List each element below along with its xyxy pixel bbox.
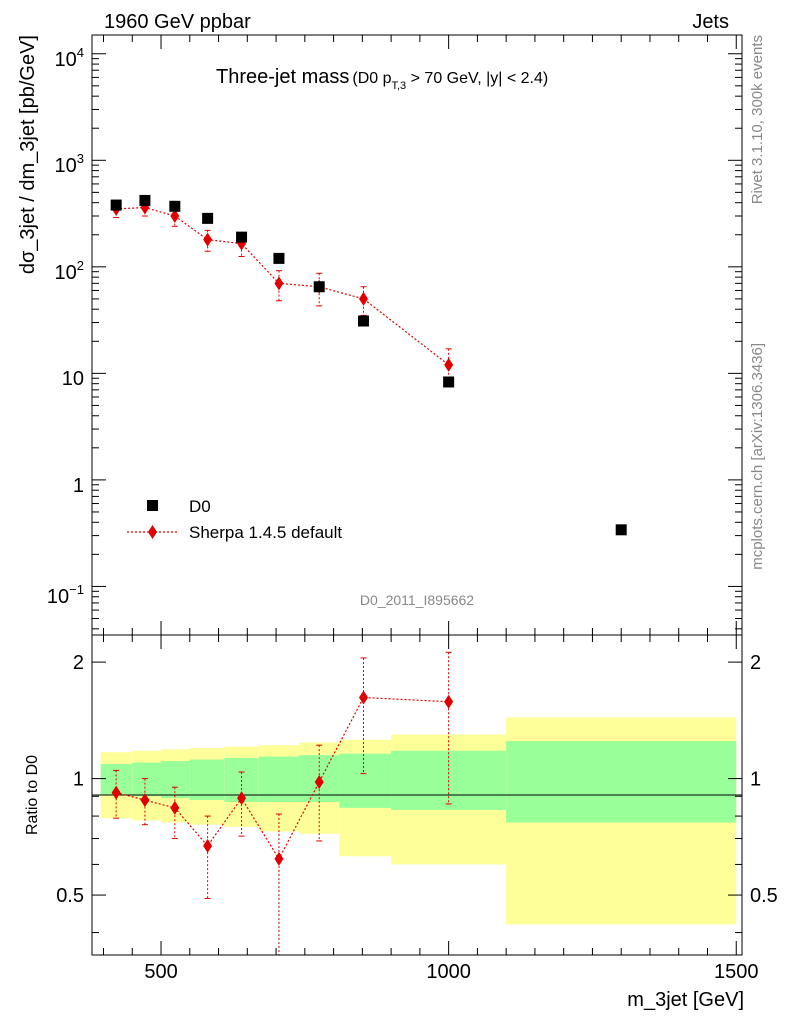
ratio-data-point <box>274 851 284 866</box>
legend: D0 Sherpa 1.4.5 default <box>127 497 342 542</box>
y-tick-label-1e-1: 10−1 <box>47 582 84 608</box>
sherpa-data-point <box>170 208 180 223</box>
ratio-tick-labels: 0.5 0.5 1 1 2 2 500 1000 1500 <box>56 652 778 983</box>
ratio-panel: 0.5 0.5 1 1 2 2 500 1000 1500 Ratio to D0 m_3jet… <box>24 634 778 1011</box>
ratio-y-tick-label-left: 2 <box>73 652 84 674</box>
inner-uncertainty-band <box>132 762 162 797</box>
header-energy: 1960 GeV ppbar <box>104 11 251 33</box>
ratio-data-point <box>444 694 454 709</box>
d0-data-point <box>236 231 248 243</box>
ratio-data-point <box>359 690 369 705</box>
legend-sherpa-label: Sherpa 1.4.5 default <box>189 523 342 542</box>
inner-uncertainty-band <box>506 741 737 823</box>
header-category: Jets <box>692 11 729 33</box>
legend-d0-marker <box>147 500 158 511</box>
y-tick-label-1: 1 <box>73 475 84 497</box>
main-plot-frame <box>91 34 743 636</box>
ratio-data-point <box>203 838 213 853</box>
x-tick-label: 1500 <box>714 961 759 983</box>
plot-title: Three-jet mass (D0 pT,3 > 70 GeV, |y| < 2… <box>216 66 548 92</box>
ratio-data-point <box>237 791 247 806</box>
d0-data-point <box>443 376 455 388</box>
y-tick-label-1e2: 102 <box>55 258 84 284</box>
inner-uncertainty-band <box>258 756 300 802</box>
analysis-id-watermark: D0_2011_I895662 <box>360 592 474 608</box>
d0-data-point <box>358 315 370 327</box>
main-y-tick-labels: 10−1 1 10 102 103 104 <box>47 45 84 608</box>
d0-data-point <box>110 199 122 211</box>
y-tick-label-10: 10 <box>62 368 84 390</box>
ratio-y-tick-label-left: 1 <box>73 769 84 791</box>
main-y-axis-title: dσ_3jet / dm_3jet [pb/GeV] <box>17 35 39 274</box>
ratio-y-tick-label-right: 1 <box>750 769 761 791</box>
ratio-data-point <box>140 793 150 808</box>
d0-data-point <box>313 281 325 293</box>
ratio-plot-marks <box>111 651 454 956</box>
ratio-axis-ticks <box>92 635 742 955</box>
d0-data-point <box>202 212 214 224</box>
sherpa-data-point <box>444 357 454 372</box>
ratio-data-point <box>111 785 121 800</box>
inner-uncertainty-band <box>189 759 225 801</box>
d0-data-point <box>169 200 181 212</box>
ratio-plot-frame <box>91 634 743 956</box>
inner-uncertainty-band <box>161 761 190 799</box>
mcplots-source-label: mcplots.cern.ch [arXiv:1306.3436] <box>749 343 766 570</box>
main-plot-marks <box>110 194 627 536</box>
legend-d0-label: D0 <box>189 497 211 516</box>
ratio-uncertainty-bands <box>100 717 737 925</box>
main-axis-ticks <box>92 35 742 635</box>
ratio-y-axis-title: Ratio to D0 <box>24 755 41 835</box>
sherpa-data-point <box>359 291 369 306</box>
ratio-y-tick-label-right: 0.5 <box>750 885 778 907</box>
ratio-data-point <box>314 774 324 789</box>
x-tick-label: 500 <box>144 961 177 983</box>
d0-data-point <box>273 252 285 264</box>
inner-uncertainty-band <box>339 753 392 808</box>
d0-data-point <box>139 194 151 206</box>
d0-data-point <box>615 524 627 536</box>
legend-sherpa-marker <box>148 525 157 539</box>
x-axis-title: m_3jet [GeV] <box>627 989 744 1011</box>
ratio-y-tick-label-left: 0.5 <box>56 885 84 907</box>
y-tick-label-1e3: 103 <box>55 151 84 177</box>
ratio-data-point <box>170 800 180 815</box>
sherpa-data-point <box>203 232 213 247</box>
sherpa-data-point <box>274 276 284 291</box>
x-tick-label: 1000 <box>426 961 471 983</box>
main-panel: 10−1 1 10 102 103 104 dσ_3jet / dm_3jet … <box>17 34 743 636</box>
rivet-version-label: Rivet 3.1.10, 300k events <box>749 35 766 204</box>
sherpa-series-line <box>116 206 450 366</box>
ratio-y-tick-label-right: 2 <box>750 652 761 674</box>
y-tick-label-1e4: 104 <box>55 45 84 71</box>
